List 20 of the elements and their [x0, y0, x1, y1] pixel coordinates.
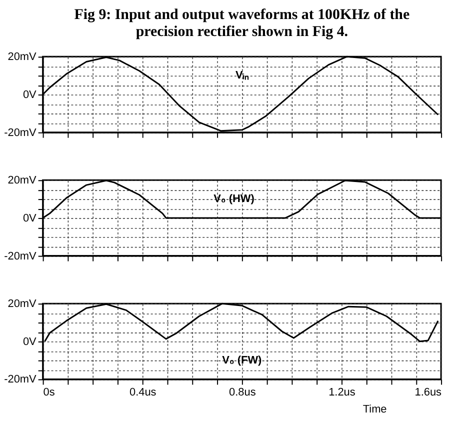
y-tick-label: -20mV [4, 126, 38, 139]
y-tick-label: 0V [22, 212, 38, 224]
text: precision rectifier shown in Fig 4. [136, 24, 348, 40]
x-axis-title: Time [362, 404, 387, 416]
annotation: V₀ (HW) [214, 193, 255, 206]
x-tick-label: 0.4us [129, 386, 157, 399]
y-tick-label: 20mV [8, 174, 38, 187]
x-tick-label: 1.6us [414, 386, 442, 399]
y-tick-label: 0V [22, 336, 38, 348]
y-tick-label: 20mV [8, 298, 38, 310]
text: Fig 9: Input and output waveforms at 100KHz of the [74, 6, 410, 23]
annotation: V₀ (FW) [222, 354, 262, 366]
x-tick-label: 0.8us [229, 386, 256, 399]
y-tick-label: -20mV [4, 250, 38, 262]
y-tick-label: 20mV [8, 51, 38, 64]
y-tick-label: 0V [22, 88, 38, 101]
y-tick-label: -20mV [4, 374, 38, 386]
x-tick-label: 0s [43, 386, 56, 399]
annotation: Vᵢₙ [236, 70, 250, 82]
x-tick-label: 1.2us [328, 386, 356, 399]
